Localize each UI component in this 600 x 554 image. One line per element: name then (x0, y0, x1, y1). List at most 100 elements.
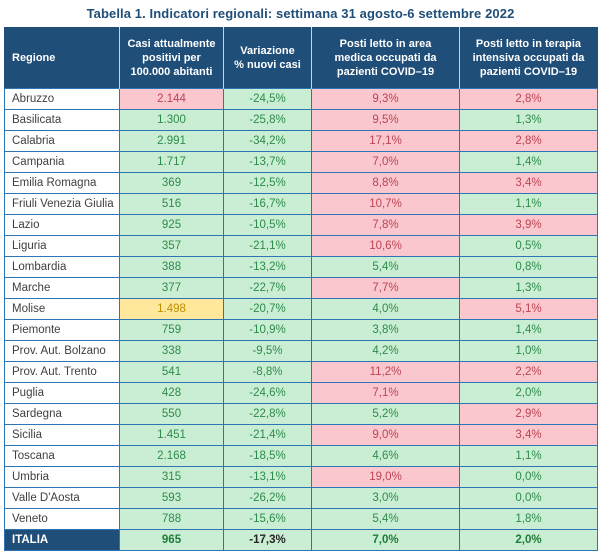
value-cell: 338 (119, 340, 224, 362)
value-cell: 10,6% (311, 235, 460, 257)
table-row: Campania 1.717 -13,7% 7,0% 1,4% (4, 151, 598, 173)
value-cell: 2,9% (459, 403, 598, 425)
region-cell: Umbria (4, 466, 120, 488)
table-row: Puglia 428 -24,6% 7,1% 2,0% (4, 382, 598, 404)
region-cell: Prov. Aut. Bolzano (4, 340, 120, 362)
value-cell: -34,2% (223, 130, 312, 152)
value-cell: 1,3% (459, 277, 598, 299)
value-cell: -22,7% (223, 277, 312, 299)
value-cell: -9,5% (223, 340, 312, 362)
region-cell: Prov. Aut. Trento (4, 361, 120, 383)
value-cell: 2,0% (459, 529, 598, 551)
value-cell: 0,5% (459, 235, 598, 257)
table-header: Regione Casi attualmente positivi per 10… (4, 27, 598, 89)
value-cell: 1,1% (459, 445, 598, 467)
table-row: Friuli Venezia Giulia 516 -16,7% 10,7% 1,1% (4, 193, 598, 215)
value-cell: -22,8% (223, 403, 312, 425)
region-cell: Friuli Venezia Giulia (4, 193, 120, 215)
value-cell: 7,7% (311, 277, 460, 299)
value-cell: 11,2% (311, 361, 460, 383)
column-header-terapia-intensiva: Posti letto in terapia intensiva occupat… (459, 27, 598, 89)
value-cell: 4,2% (311, 340, 460, 362)
value-cell: 9,3% (311, 88, 460, 110)
region-cell: Lazio (4, 214, 120, 236)
value-cell: 357 (119, 235, 224, 257)
value-cell: 1,3% (459, 109, 598, 131)
value-cell: 516 (119, 193, 224, 215)
value-cell: 1.300 (119, 109, 224, 131)
region-cell: Abruzzo (4, 88, 120, 110)
table-row: Toscana 2.168 -18,5% 4,6% 1,1% (4, 445, 598, 467)
value-cell: 4,0% (311, 298, 460, 320)
region-cell: ITALIA (4, 529, 120, 551)
value-cell: 1.451 (119, 424, 224, 446)
value-cell: 377 (119, 277, 224, 299)
region-cell: Molise (4, 298, 120, 320)
value-cell: 1,4% (459, 319, 598, 341)
region-cell: Emilia Romagna (4, 172, 120, 194)
value-cell: 2,0% (459, 382, 598, 404)
table-title: Tabella 1. Indicatori regionali: settima… (86, 6, 515, 21)
table-row: Basilicata 1.300 -25,8% 9,5% 1,3% (4, 109, 598, 131)
table-row: Prov. Aut. Bolzano 338 -9,5% 4,2% 1,0% (4, 340, 598, 362)
table-row: Umbria 315 -13,1% 19,0% 0,0% (4, 466, 598, 488)
table-row: Calabria 2.991 -34,2% 17,1% 2,8% (4, 130, 598, 152)
value-cell: -10,5% (223, 214, 312, 236)
table-row: Emilia Romagna 369 -12,5% 8,8% 3,4% (4, 172, 598, 194)
region-cell: Basilicata (4, 109, 120, 131)
table-row: Sicilia 1.451 -21,4% 9,0% 3,4% (4, 424, 598, 446)
value-cell: -10,9% (223, 319, 312, 341)
region-cell: Sicilia (4, 424, 120, 446)
value-cell: 0,0% (459, 487, 598, 509)
value-cell: 1,4% (459, 151, 598, 173)
value-cell: 7,0% (311, 151, 460, 173)
regional-indicators-table: Regione Casi attualmente positivi per 10… (4, 27, 598, 551)
value-cell: 17,1% (311, 130, 460, 152)
value-cell: 7,8% (311, 214, 460, 236)
value-cell: -15,6% (223, 508, 312, 530)
value-cell: 5,4% (311, 508, 460, 530)
table-row: Abruzzo 2.144 -24,5% 9,3% 2,8% (4, 88, 598, 110)
value-cell: -18,5% (223, 445, 312, 467)
value-cell: 593 (119, 487, 224, 509)
value-cell: 428 (119, 382, 224, 404)
value-cell: -24,5% (223, 88, 312, 110)
value-cell: 9,0% (311, 424, 460, 446)
value-cell: 19,0% (311, 466, 460, 488)
region-cell: Marche (4, 277, 120, 299)
value-cell: 10,7% (311, 193, 460, 215)
value-cell: -12,5% (223, 172, 312, 194)
value-cell: 2.144 (119, 88, 224, 110)
column-header-variazione: Variazione % nuovi casi (223, 27, 312, 89)
value-cell: 2,8% (459, 88, 598, 110)
value-cell: 3,8% (311, 319, 460, 341)
value-cell: -17,3% (223, 529, 312, 551)
value-cell: -13,7% (223, 151, 312, 173)
value-cell: 1,0% (459, 340, 598, 362)
column-header-area-medica: Posti letto in area medica occupati da p… (311, 27, 460, 89)
value-cell: -13,2% (223, 256, 312, 278)
value-cell: 2.168 (119, 445, 224, 467)
total-row: ITALIA 965 -17,3% 7,0% 2,0% (4, 529, 598, 551)
column-header-casi-positivi: Casi attualmente positivi per 100.000 ab… (119, 27, 224, 89)
region-cell: Campania (4, 151, 120, 173)
value-cell: 9,5% (311, 109, 460, 131)
value-cell: 3,4% (459, 424, 598, 446)
value-cell: -21,4% (223, 424, 312, 446)
value-cell: 2,8% (459, 130, 598, 152)
value-cell: 2.991 (119, 130, 224, 152)
table-row: Valle D'Aosta 593 -26,2% 3,0% 0,0% (4, 487, 598, 509)
value-cell: 541 (119, 361, 224, 383)
value-cell: 3,9% (459, 214, 598, 236)
value-cell: 369 (119, 172, 224, 194)
value-cell: 4,6% (311, 445, 460, 467)
region-cell: Liguria (4, 235, 120, 257)
header-row: Regione Casi attualmente positivi per 10… (4, 27, 598, 89)
value-cell: 0,8% (459, 256, 598, 278)
value-cell: 7,1% (311, 382, 460, 404)
region-cell: Sardegna (4, 403, 120, 425)
value-cell: -8,8% (223, 361, 312, 383)
table-row: Lazio 925 -10,5% 7,8% 3,9% (4, 214, 598, 236)
value-cell: -21,1% (223, 235, 312, 257)
region-cell: Lombardia (4, 256, 120, 278)
